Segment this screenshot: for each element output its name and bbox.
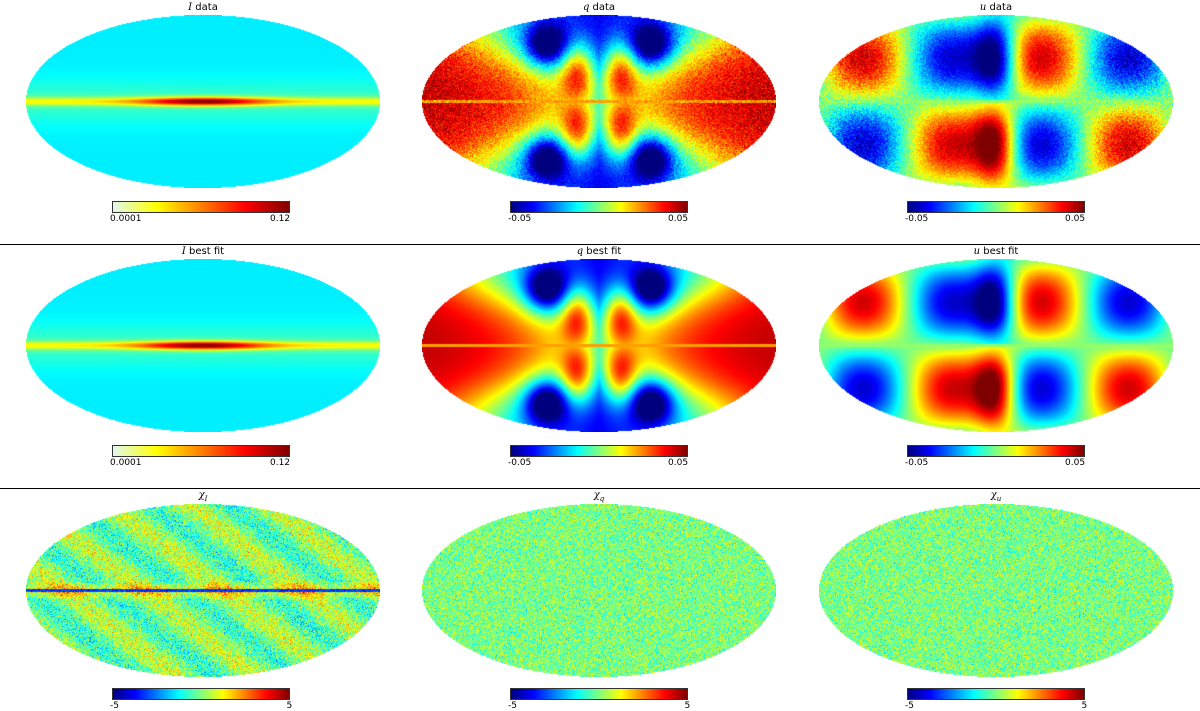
colorbar-min-label: -5 [508,701,517,711]
title-subscript: q [599,495,605,503]
colorbar-min-label: -0.05 [905,214,929,224]
colorbar-max-label: 5 [286,701,293,711]
title-symbol: q [582,2,590,13]
map-title: I data [123,2,283,13]
title-symbol: I [181,246,186,257]
colorbar-max-label: 5 [684,701,691,711]
row-separator-1 [0,244,1200,245]
colorbar [907,688,1085,700]
colorbar [510,445,688,457]
title-symbol: I [188,2,193,13]
title-subscript: u [996,495,1002,503]
title-symbol: χ [593,490,600,501]
title-text: data [986,2,1013,13]
colorbar-max-label: 0.05 [668,458,689,468]
map-title: χq [519,490,679,503]
title-symbol: χ [990,490,997,501]
colorbar [112,201,290,213]
title-text: data [589,2,616,13]
mollweide-map [819,15,1173,188]
map-title: χI [123,490,283,503]
mollweide-map [819,259,1173,432]
title-symbol: u [973,246,981,257]
title-text: best fit [583,246,622,257]
colorbar-min-label: -5 [905,701,914,711]
colorbar [510,201,688,213]
colorbar-min-label: -0.05 [905,458,929,468]
colorbar-max-label: 5 [1081,701,1088,711]
map-title: I best fit [123,246,283,257]
mollweide-map [26,259,380,432]
mollweide-map [422,504,776,677]
colorbar-min-label: 0.0001 [110,214,142,224]
map-title: u data [916,2,1076,13]
map-title: χu [916,490,1076,503]
mollweide-map [819,504,1173,677]
mollweide-map [422,259,776,432]
colorbar [112,445,290,457]
colorbar-min-label: -5 [110,701,119,711]
mollweide-map [422,15,776,188]
title-text: data [192,2,218,13]
title-text: best fit [980,246,1019,257]
colorbar [510,688,688,700]
colorbar-max-label: 0.05 [668,214,689,224]
colorbar [907,201,1085,213]
map-title: q best fit [519,246,679,257]
row-separator-2 [0,488,1200,489]
colorbar [907,445,1085,457]
colorbar-max-label: 0.05 [1065,458,1086,468]
colorbar-min-label: -0.05 [508,458,532,468]
title-text: best fit [185,246,225,257]
colorbar [112,688,290,700]
title-symbol: q [576,246,584,257]
map-title: u best fit [916,246,1076,257]
colorbar-min-label: 0.0001 [110,458,142,468]
title-subscript: I [204,495,208,503]
mollweide-map [26,15,380,188]
map-title: q data [519,2,679,13]
colorbar-min-label: -0.05 [508,214,532,224]
title-symbol: u [979,2,987,13]
colorbar-max-label: 0.05 [1065,214,1086,224]
title-symbol: χ [198,490,205,501]
colorbar-max-label: 0.12 [270,458,291,468]
colorbar-max-label: 0.12 [270,214,291,224]
mollweide-map [26,504,380,677]
